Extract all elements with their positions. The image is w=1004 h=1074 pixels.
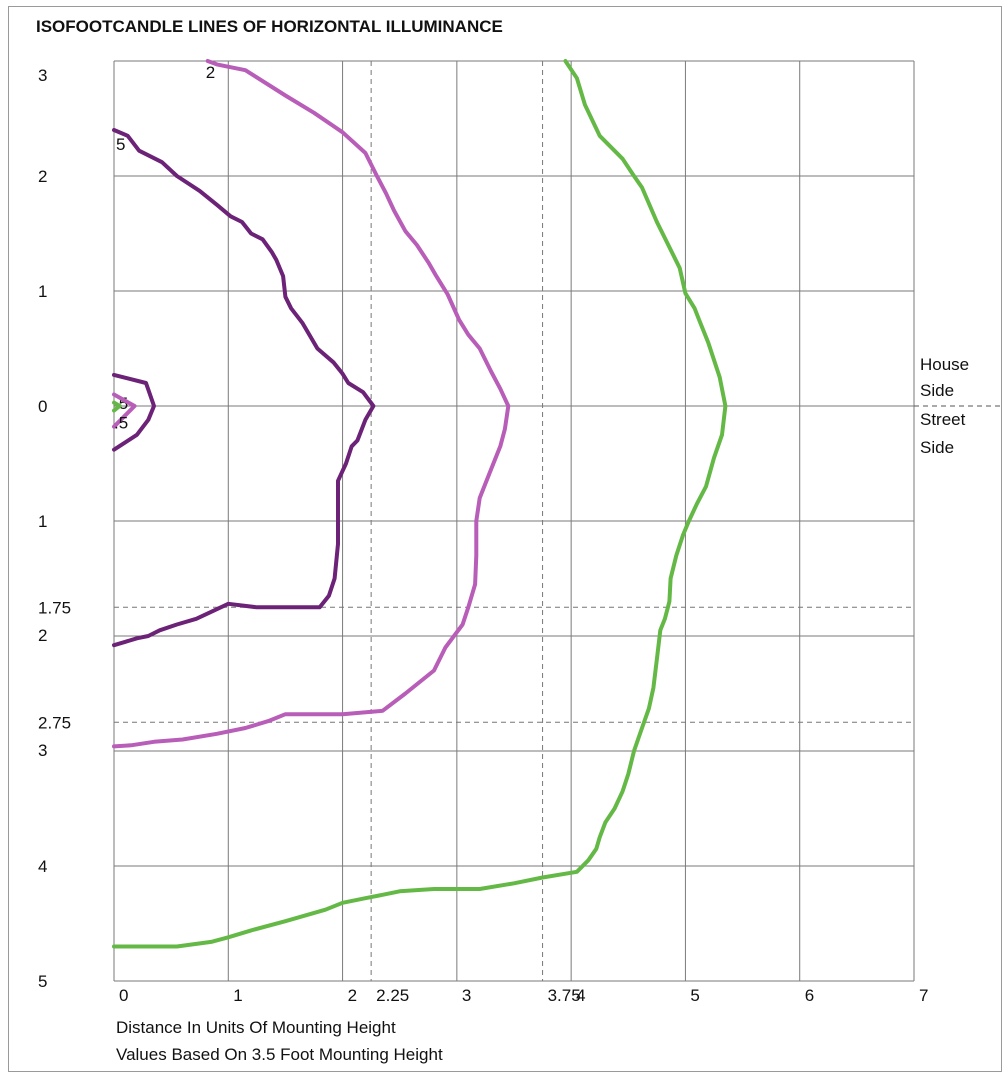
x-tick-label: 2.25 [376,986,409,1005]
y-tick-label: 0 [38,397,47,416]
y-tick-label: 1.75 [38,598,71,617]
isoline-label: 5 [116,135,125,154]
footnote-mounting-height: Values Based On 3.5 Foot Mounting Height [116,1045,443,1064]
x-tick-label: 4 [576,986,585,1005]
isoline-series [112,372,156,452]
y-tick-label: 2.75 [38,713,71,732]
y-tick-label: 3 [38,66,47,85]
street-side-label: Side [920,438,954,457]
x-tick-label: 5 [690,986,699,1005]
isoline-series [112,59,511,749]
isoline-series [112,128,376,648]
y-tick-label: 4 [38,857,47,876]
house-side-label: Side [920,381,954,400]
y-tick-label: 5 [38,972,47,991]
isoline-series [112,400,122,413]
street-side-label: Street [920,410,966,429]
y-tick-label: 2 [38,626,47,645]
x-tick-label: 3 [462,986,471,1005]
x-tick-label: 6 [805,986,814,1005]
y-tick-label: 1 [38,512,47,531]
footnote-distance: Distance In Units Of Mounting Height [116,1018,396,1037]
y-tick-label: 1 [38,282,47,301]
x-tick-label: 7 [919,986,928,1005]
x-tick-label: 0 [119,986,128,1005]
isoline-series [112,392,137,429]
x-tick-label: 3.75 [548,986,581,1005]
x-tick-label: 1 [233,986,242,1005]
isoline-label: 2 [206,63,215,82]
house-side-label: House [920,355,969,374]
y-tick-label: 3 [38,741,47,760]
x-tick-label: 2 [348,986,357,1005]
y-tick-label: 2 [38,167,47,186]
isoline-label: .5 [114,414,128,433]
chart-frame [8,6,1002,1072]
isoline-series [112,59,728,949]
chart-title: ISOFOOTCANDLE LINES OF HORIZONTAL ILLUMI… [36,17,503,36]
